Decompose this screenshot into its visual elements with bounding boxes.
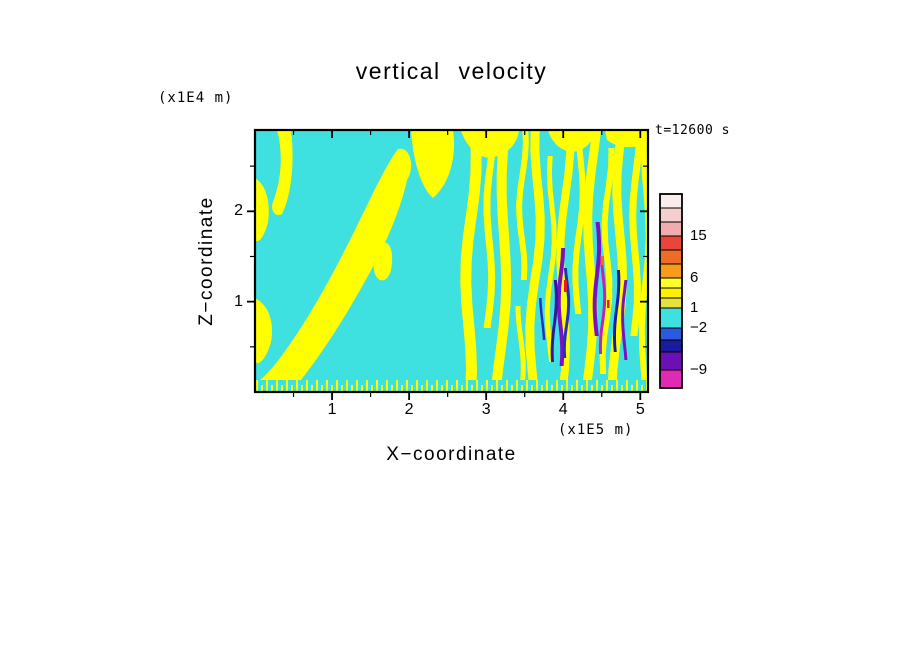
velocity-field [255,130,648,392]
x-tick-label: 3 [481,401,491,418]
chart-title: vertical velocity [355,58,548,84]
x-tick-label: 2 [404,401,414,418]
plot-area [245,120,658,402]
y-axis-units-label: (x1E4 m) [158,90,234,106]
x-axis-label: X−coordinate [386,444,517,465]
colorbar-label: −2 [690,319,708,336]
contour-plot [247,128,650,400]
y-tick-label: 2 [234,202,243,220]
colorbar-swatches [659,193,683,389]
y-axis-label: Z−coordinate [196,196,217,326]
colorbar [658,192,718,392]
x-tick-label: 5 [635,401,645,418]
y-tick-label: 1 [234,292,243,310]
x-axis-units-label: (x1E5 m) [558,422,634,438]
axes-ticks [247,128,650,400]
time-annotation: t=12600 s [655,123,730,138]
x-tick-label: 4 [558,401,568,418]
colorbar-label: −9 [690,361,708,378]
colorbar-label: 1 [690,299,699,316]
colorbar-label: 6 [690,269,699,286]
colorbar-label: 15 [690,227,707,244]
x-tick-label: 1 [327,401,337,418]
